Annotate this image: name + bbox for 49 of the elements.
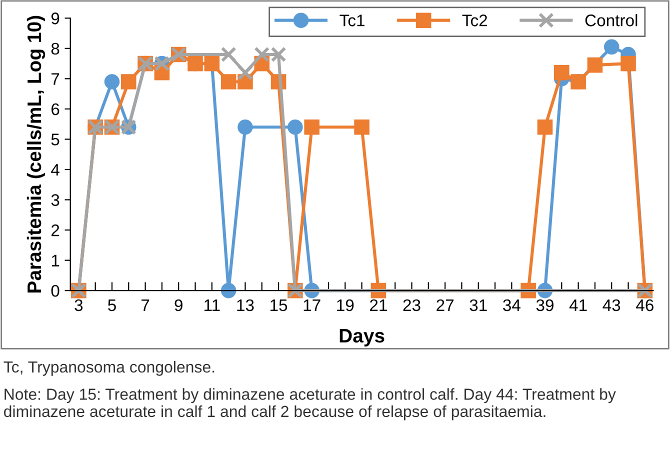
point — [354, 119, 370, 135]
x-tick-label: 7 — [142, 300, 150, 311]
x-tick-label: 13 — [237, 299, 254, 312]
x-tick-label: 21 — [370, 299, 387, 311]
point — [220, 282, 236, 298]
x-tick-label: 46 — [636, 299, 654, 312]
x-tick-label: 31 — [470, 299, 487, 312]
text: Tc, Trypanosoma congolense. — [4, 360, 214, 376]
point — [554, 65, 570, 80]
x-axis-title: Days — [340, 329, 384, 346]
x-tick-label: 23 — [403, 299, 420, 312]
x-tick-label: 5 — [108, 300, 116, 312]
point — [220, 74, 236, 90]
y-axis-title: Parasitemia (cells/mL, Log 10) — [26, 16, 46, 292]
y-tick-label: 2 — [52, 224, 60, 236]
point — [288, 119, 303, 135]
y-tick-label: 7 — [52, 73, 60, 85]
text: Note: Day 15: Treatment by diminazene aceturate in control calf. Day 44: Treatment by diminazene aceturate in calf 1 and calf 2 because of relapse of parasitaemia. — [4, 388, 616, 420]
point — [238, 119, 253, 135]
x-tick-label: 17 — [304, 300, 320, 311]
x-tick-label: 3 — [74, 299, 83, 312]
y-tick-label: 5 — [51, 134, 60, 146]
point — [121, 74, 136, 90]
point — [104, 74, 120, 90]
x-tick-label: 11 — [204, 300, 220, 311]
point — [220, 46, 236, 62]
point — [604, 39, 620, 55]
x-tick-label: 43 — [602, 299, 620, 312]
y-tick-label: 1 — [52, 254, 60, 266]
x-tick-label: 19 — [337, 299, 354, 312]
x-tick-label: 15 — [270, 300, 288, 312]
point — [587, 57, 603, 73]
point — [620, 56, 636, 72]
y-tick-label: 0 — [51, 284, 60, 297]
y-tick-label: 9 — [51, 12, 60, 24]
y-tick-label: 6 — [52, 103, 60, 116]
x-tick-label: 27 — [436, 299, 454, 311]
point — [537, 119, 553, 135]
y-tick-label: 3 — [51, 194, 60, 206]
point — [304, 119, 320, 135]
x-tick-label: 34 — [503, 299, 520, 312]
y-tick-label: 8 — [51, 42, 60, 55]
legend-label: Control — [585, 14, 638, 26]
legend-label: Tc2 — [462, 14, 488, 26]
x-tick-label: 39 — [536, 299, 554, 312]
x-tick-label: 41 — [569, 300, 587, 311]
x-tick-label: 9 — [174, 299, 182, 312]
y-tick-label: 4 — [51, 164, 60, 176]
legend-label: Tc1 — [340, 14, 364, 26]
